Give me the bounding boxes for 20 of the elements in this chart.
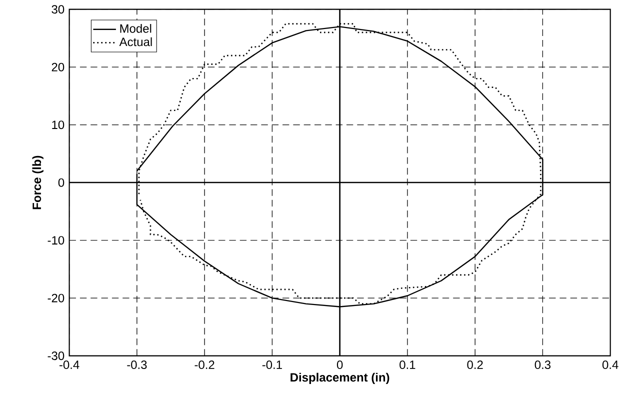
y-tick-label: -10 [48,236,64,245]
y-tick-label: -20 [48,294,64,302]
x-tick-label: 0.2 [467,360,483,370]
x-tick-label: -0.4 [60,360,80,370]
legend-label: Model [120,24,152,33]
x-tick-label: -0.2 [194,360,214,370]
y-tick-label: -30 [48,352,64,360]
y-tick-label: 0 [58,178,64,187]
x-tick-label: -0.1 [262,360,282,370]
x-tick-label: 0.4 [602,360,618,370]
x-axis-title: Displacement (in) [290,372,390,384]
x-tick-label: -0.3 [127,360,147,370]
x-tick-label: 0.1 [400,360,416,370]
y-axis-title: Force (lb) [32,156,44,210]
y-tick-label: 20 [52,62,64,72]
x-tick-label: 0.3 [534,360,551,370]
legend-label: Actual [119,37,152,46]
y-tick-label: 30 [52,5,64,14]
x-tick-label: 0 [336,360,343,370]
y-tick-label: 10 [52,120,64,130]
